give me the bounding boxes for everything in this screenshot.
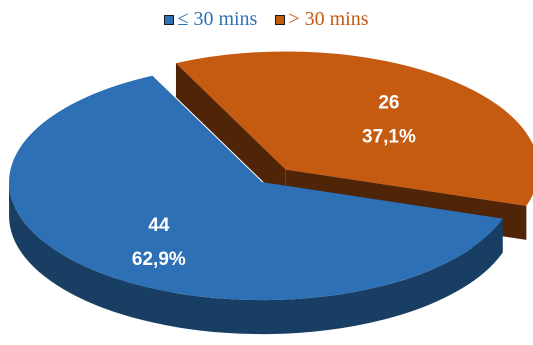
legend-item-le-30: ≤ 30 mins [164,8,257,31]
pie-slice-1 [175,51,533,206]
legend-swatch-le-30 [164,14,175,25]
slice-value-label-0: 44 [148,215,170,236]
slice-percent-label-0: 62,9% [132,249,186,270]
legend-swatch-gt-30 [275,14,286,25]
legend-label-le-30: ≤ 30 mins [177,8,258,30]
legend-item-gt-30: > 30 mins [275,8,369,31]
slice-value-label-1: 26 [378,92,399,113]
slice-percent-label-1: 37,1% [362,126,416,147]
pie-slice-cut-1-0 [175,63,286,204]
chart-legend: ≤ 30 mins > 30 mins [0,8,533,31]
legend-label-gt-30: > 30 mins [288,8,369,30]
pie-slice-0 [9,75,503,301]
pie-slice-side-0 [9,182,503,335]
